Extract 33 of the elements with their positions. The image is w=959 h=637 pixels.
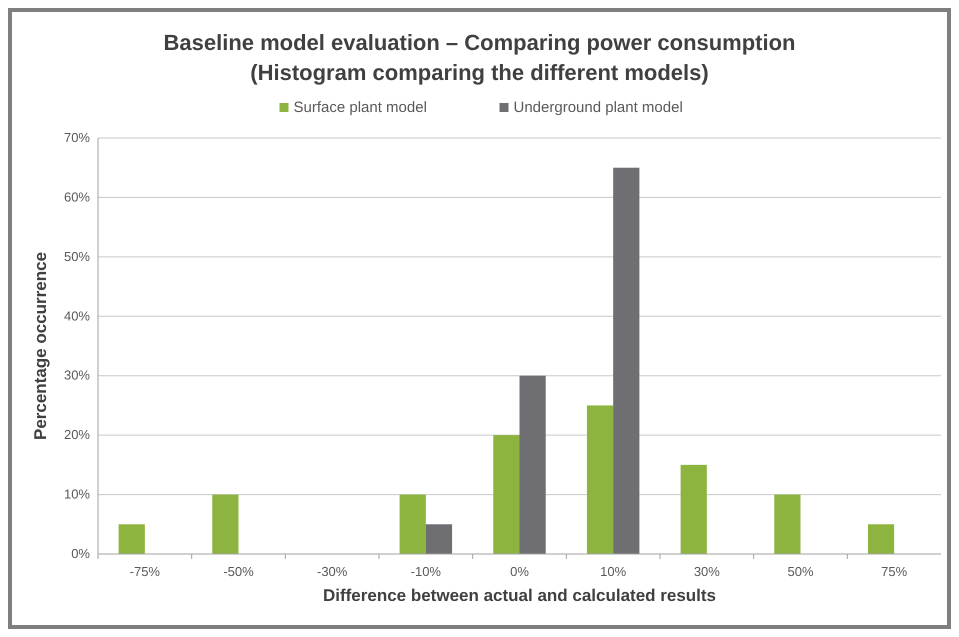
x-tick-label: 10%	[600, 564, 627, 579]
bar	[118, 524, 145, 554]
x-tick-label: -10%	[410, 564, 442, 579]
x-tick-label: 75%	[881, 564, 908, 579]
x-axis-title: Difference between actual and calculated results	[322, 586, 716, 605]
x-tick-label: -75%	[130, 564, 160, 579]
x-tick-label: 30%	[694, 564, 720, 579]
x-tick-label: -50%	[223, 564, 254, 579]
legend-label: Underground plant model	[514, 99, 683, 116]
y-tick-label: 70%	[64, 130, 90, 145]
y-tick-label: 50%	[64, 248, 90, 264]
y-tick-label: 40%	[64, 308, 90, 324]
bar	[586, 405, 614, 554]
bar	[680, 464, 707, 554]
bar	[400, 494, 426, 554]
y-axis-title: Percentage occurrence	[31, 252, 50, 440]
bar	[520, 376, 546, 554]
x-tick-label: 0%	[510, 564, 530, 579]
chart-title: Baseline model evaluation – Comparing power consumption (Histogram comparing the different models)	[164, 30, 796, 85]
bar	[868, 524, 894, 554]
x-tick-label: 50%	[787, 564, 814, 579]
y-tick-label: 0%	[71, 546, 90, 561]
bar	[613, 168, 640, 554]
bar	[774, 494, 800, 554]
y-tick-label: 20%	[64, 427, 90, 442]
bar	[426, 524, 452, 554]
legend-label: Surface plant model	[294, 99, 427, 116]
y-tick-label: 30%	[64, 368, 90, 383]
bar	[493, 435, 520, 554]
y-tick-label: 60%	[64, 189, 90, 204]
bar	[212, 494, 238, 554]
x-tick-label: -30%	[316, 564, 348, 579]
y-tick-label: 10%	[64, 486, 90, 502]
